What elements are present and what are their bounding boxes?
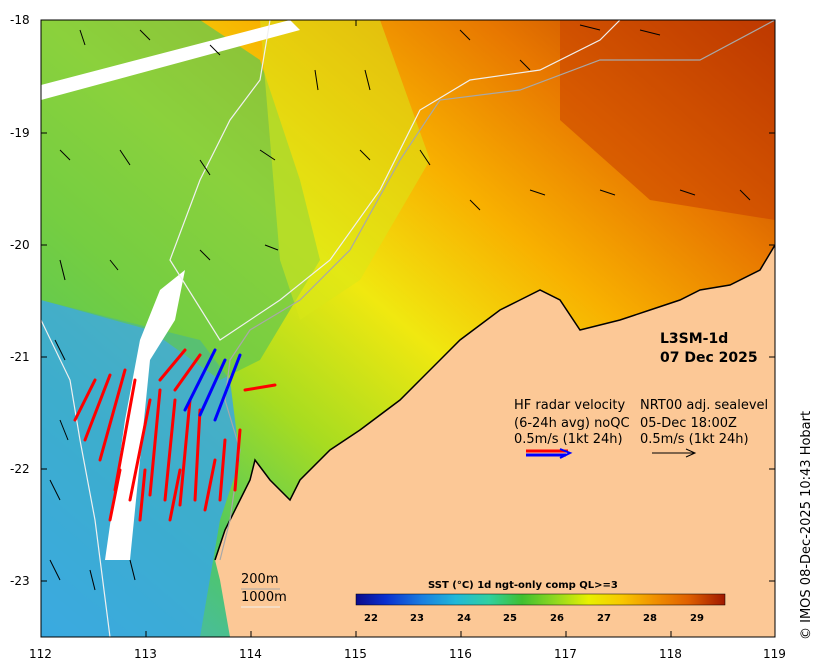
cloud-streak bbox=[41, 20, 300, 100]
cloud-gap bbox=[105, 270, 185, 560]
lat-tick-label: -23 bbox=[10, 574, 30, 588]
lon-tick-label: 113 bbox=[134, 647, 157, 661]
product-label: L3SM-1d bbox=[660, 331, 728, 347]
hf-legend-arrow-icon bbox=[526, 448, 573, 459]
bathymetry-legend: 200m 1000m bbox=[241, 572, 287, 608]
colorbar-tick: 29 bbox=[690, 613, 704, 624]
colorbar-tick: 27 bbox=[597, 613, 611, 624]
colorbar-tick: 25 bbox=[503, 613, 517, 624]
hf-radar-vectors-blue bbox=[183, 348, 242, 422]
lat-tick-label: -20 bbox=[10, 238, 30, 252]
colorbar-tick: 28 bbox=[643, 613, 657, 624]
warm-band bbox=[560, 20, 775, 220]
lon-tick-label: 115 bbox=[344, 647, 367, 661]
hf-radar-vectors bbox=[73, 348, 277, 522]
colorbar-tick: 23 bbox=[410, 613, 424, 624]
lon-tick-label: 116 bbox=[449, 647, 472, 661]
lon-tick-label: 117 bbox=[554, 647, 577, 661]
cool-water-band bbox=[41, 300, 240, 637]
lat-tick-label: -21 bbox=[10, 350, 30, 364]
sl-legend-line3: 0.5m/s (1kt 24h) bbox=[640, 432, 749, 447]
bathymetry-200m-contour bbox=[219, 20, 775, 561]
map-area bbox=[41, 20, 775, 637]
sl-legend-line1: NRT00 adj. sealevel bbox=[640, 398, 768, 413]
lat-tick-label: -22 bbox=[10, 462, 30, 476]
hf-legend-line2: (6-24h avg) noQC bbox=[514, 416, 630, 431]
sl-legend-arrow-icon bbox=[652, 448, 697, 458]
lat-tick-label: -19 bbox=[10, 126, 30, 140]
colorbar-gradient bbox=[355, 593, 726, 606]
lon-tick-label: 118 bbox=[659, 647, 682, 661]
green-band bbox=[41, 20, 320, 380]
coastline bbox=[214, 244, 775, 561]
hf-legend-line3: 0.5m/s (1kt 24h) bbox=[514, 432, 623, 447]
colorbar: SST (°C) 1d ngt-only comp QL>=3 22 23 24… bbox=[355, 580, 726, 624]
longitude-axis: 112 113 114 115 116 117 118 119 bbox=[29, 20, 786, 661]
land bbox=[215, 245, 775, 637]
lat-tick-label: -18 bbox=[10, 13, 30, 27]
credit-text: © IMOS 08-Dec-2025 10:43 Hobart bbox=[799, 411, 814, 640]
colorbar-title: SST (°C) 1d ngt-only comp QL>=3 bbox=[428, 580, 618, 591]
lon-tick-label: 119 bbox=[763, 647, 786, 661]
colorbar-tick: 22 bbox=[364, 613, 378, 624]
colorbar-tick: 26 bbox=[550, 613, 564, 624]
product-date: 07 Dec 2025 bbox=[660, 350, 758, 366]
hf-legend-line1: HF radar velocity bbox=[514, 398, 626, 413]
sealevel-vectors bbox=[49, 24, 751, 591]
legend: HF radar velocity (6-24h avg) noQC 0.5m/… bbox=[514, 398, 768, 459]
lon-tick-label: 114 bbox=[239, 647, 262, 661]
yellow-band bbox=[260, 20, 430, 320]
map-frame bbox=[40, 19, 776, 638]
sl-legend-line2: 05-Dec 18:00Z bbox=[640, 416, 737, 431]
bathymetry-1000m-contour-west bbox=[41, 319, 111, 637]
colorbar-tick: 24 bbox=[457, 613, 471, 624]
bathymetry-200m-label: 200m bbox=[241, 572, 278, 587]
latitude-axis: -18 -19 -20 -21 -22 -23 bbox=[10, 13, 775, 588]
bathymetry-1000m-label: 1000m bbox=[241, 590, 287, 605]
lon-tick-label: 112 bbox=[29, 647, 52, 661]
bathymetry-1000m-contour bbox=[169, 20, 621, 341]
